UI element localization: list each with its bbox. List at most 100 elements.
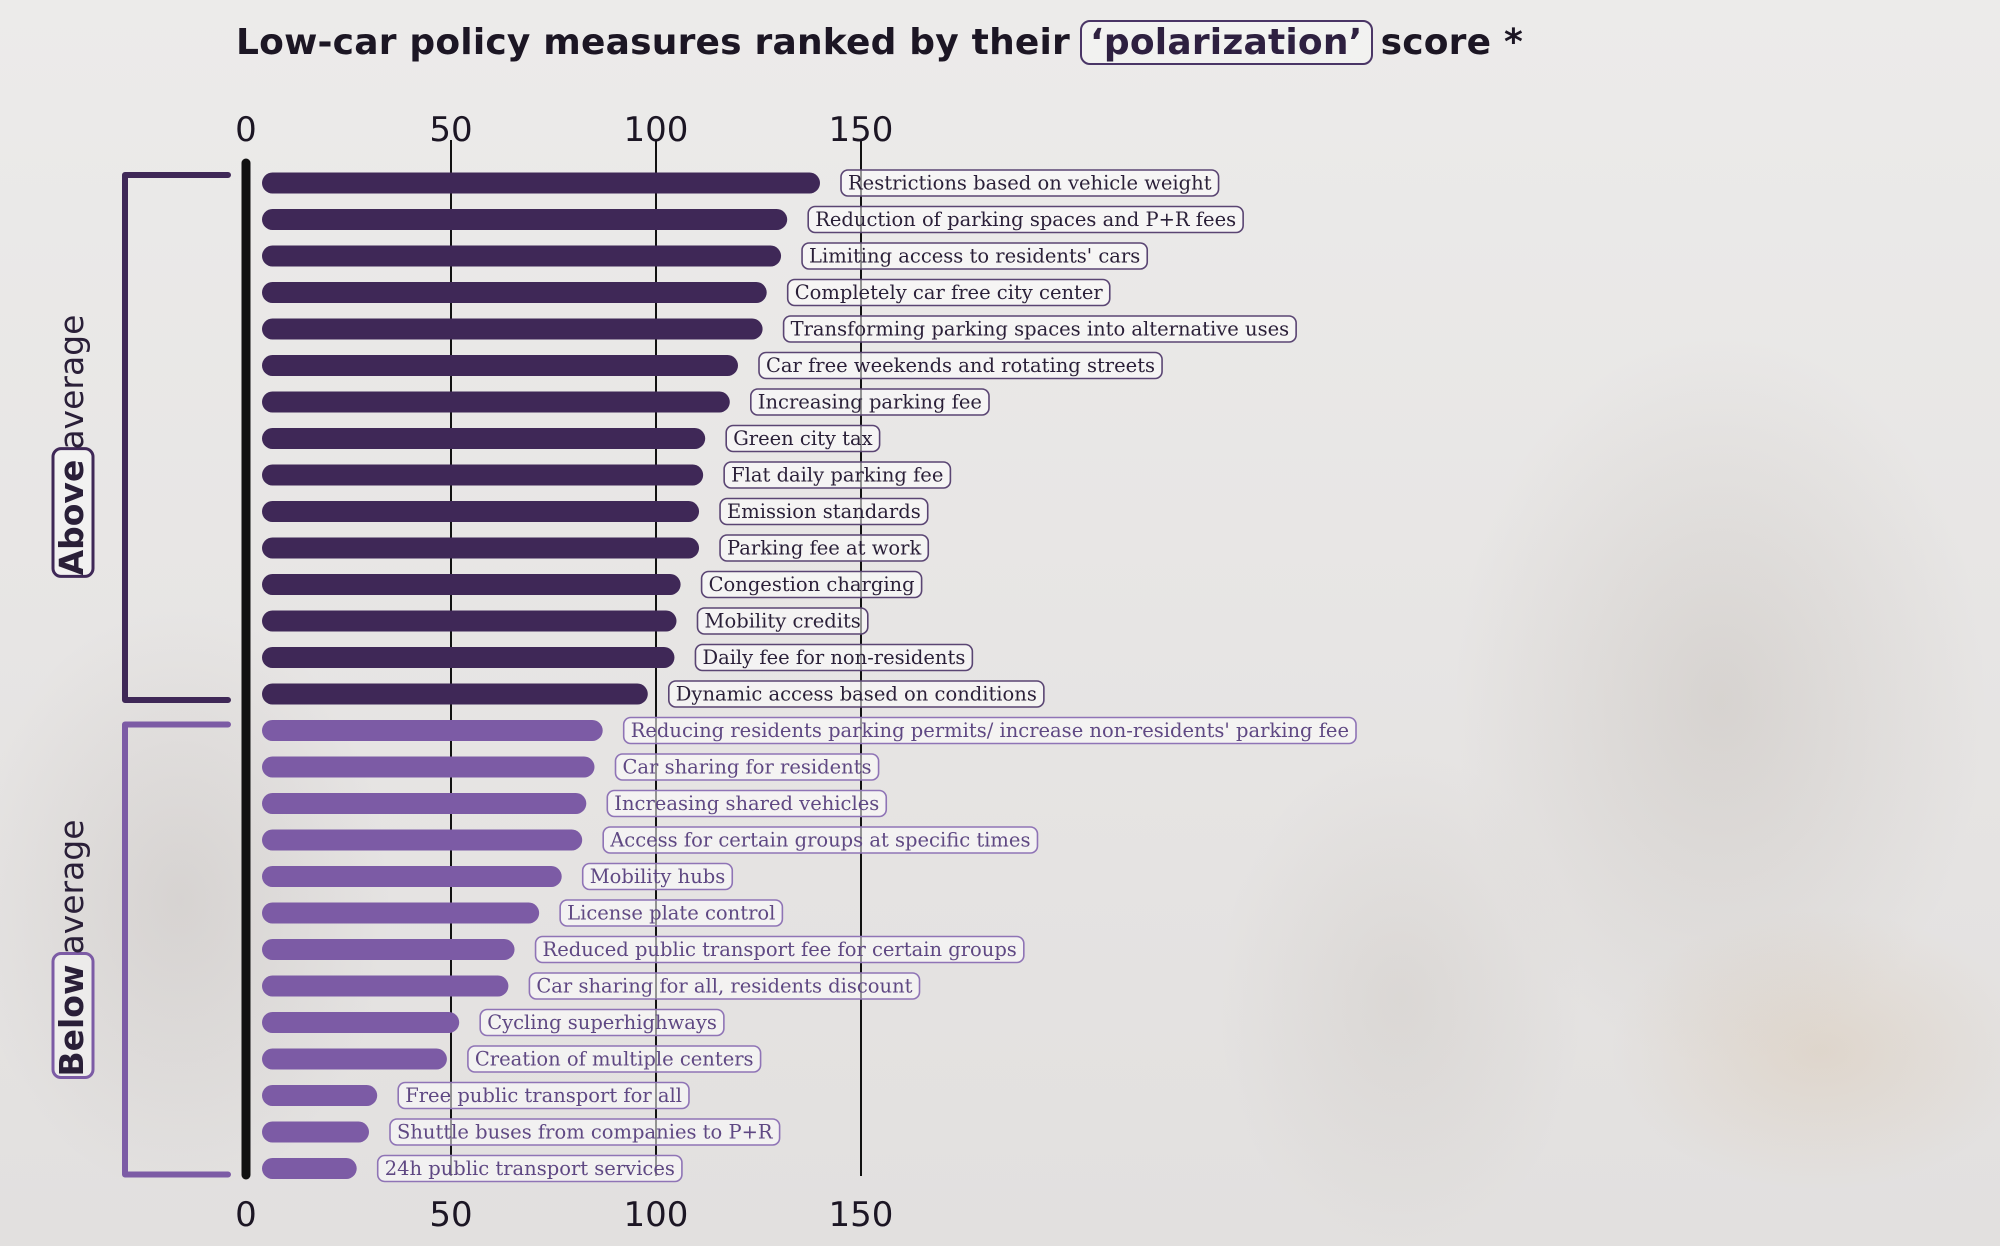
below-average-label-text: Belowaverage (52, 819, 91, 1076)
x-tick-bottom-50: 50 (429, 1195, 472, 1235)
bar-label-box-1 (840, 169, 1220, 197)
bar-label-box-24 (479, 1008, 725, 1037)
chart-title: Low-car policy measures ranked by their … (236, 14, 1523, 70)
x-tick-top-50: 50 (429, 110, 472, 150)
bar-label-14: Daily fee for non-residents (702, 646, 965, 669)
bar-3 (262, 245, 782, 267)
bar-label-28: 24h public transport services (385, 1157, 675, 1180)
bar-label-box-5 (782, 315, 1297, 343)
bar-24 (262, 1012, 460, 1033)
bar-labels: Restrictions based on vehicle weight Redu… (376, 169, 1357, 1183)
bar-label-box-2 (807, 205, 1244, 234)
bar-label-5: Transforming parking spaces into alterna… (791, 318, 1290, 341)
bar-label-box-28 (376, 1154, 683, 1183)
below-average-bracket (122, 721, 231, 1178)
bar-label-26: Free public transport for all (405, 1084, 682, 1107)
x-tick-bottom-0: 0 (235, 1195, 257, 1235)
bar-label-7: Increasing parking fee (758, 391, 982, 414)
bar-label-6: Car free weekends and rotating streets (766, 354, 1155, 377)
bar-12 (262, 574, 681, 595)
bar-label-12: Congestion charging (709, 573, 915, 596)
bar-label-box-25 (467, 1045, 762, 1073)
bar-label-box-8 (725, 424, 881, 453)
bar-label-box-23 (528, 972, 921, 1000)
below-average-label: Belowaverage (51, 819, 95, 1080)
bar-label-17: Car sharing for residents (623, 756, 872, 779)
bar-label-box-15 (667, 680, 1045, 708)
x-tick-bottom-150: 150 (829, 1195, 894, 1235)
title-text-end: score * (1380, 21, 1523, 63)
bar-label-20: Mobility hubs (590, 865, 726, 888)
bar-label-21: License plate control (567, 902, 775, 925)
bar-label-19: Access for certain groups at specific ti… (609, 829, 1030, 852)
bar-label-25: Creation of multiple centers (475, 1048, 754, 1071)
bar-19 (262, 829, 583, 851)
bar-label-box-21 (559, 899, 784, 927)
bar-label-box-18 (606, 789, 888, 818)
x-axis-bottom: 0 50 100 150 (235, 1195, 893, 1235)
bar-label-box-3 (801, 242, 1149, 270)
bar-16 (262, 720, 603, 741)
bar-28 (262, 1158, 357, 1179)
above-average-label-box (51, 447, 95, 578)
bar-label-box-22 (534, 935, 1025, 964)
bar-6 (262, 355, 738, 376)
bar-25 (262, 1048, 447, 1070)
bar-label-box-7 (749, 388, 990, 416)
bar-label-3: Limiting access to residents' cars (809, 245, 1140, 268)
title-text-start: Low-car policy measures ranked by their (236, 21, 1071, 63)
bar-7 (262, 391, 730, 413)
bar-5 (262, 318, 763, 340)
x-tick-top-150: 150 (829, 110, 894, 150)
bar-label-box-11 (719, 534, 930, 562)
bar-label-box-4 (786, 278, 1111, 307)
bar-label-22: Reduced public transport fee for certain… (543, 938, 1017, 961)
bar-label-box-6 (758, 351, 1163, 380)
bar-27 (262, 1121, 369, 1143)
bar-11 (262, 537, 700, 559)
bar-label-23: Car sharing for all, residents discount (536, 975, 912, 998)
bar-2 (262, 209, 788, 230)
bar-label-box-10 (719, 497, 929, 526)
bar-label-16: Reducing residents parking permits/ incr… (631, 719, 1349, 742)
bar-label-box-9 (723, 461, 952, 489)
bar-26 (262, 1085, 378, 1106)
bar-label-box-19 (602, 826, 1039, 854)
bar-label-2: Reduction of parking spaces and P+R fees (815, 208, 1236, 231)
above-average-bracket (122, 172, 231, 703)
bar-label-4: Completely car free city center (795, 281, 1104, 304)
bar-label-box-27 (389, 1118, 781, 1146)
above-average-label-text: Aboveaverage (52, 315, 91, 576)
bar-label-1: Restrictions based on vehicle weight (848, 172, 1212, 195)
bar-23 (262, 975, 509, 997)
bar-label-18: Increasing shared vehicles (614, 792, 879, 815)
bar-label-8: Green city tax (733, 427, 872, 450)
bar-18 (262, 793, 587, 814)
bar-label-10: Emission standards (727, 500, 921, 523)
x-tick-top-100: 100 (624, 110, 689, 150)
below-average-label-box (51, 952, 95, 1080)
bar-label-13: Mobility credits (705, 610, 861, 633)
bar-label-box-26 (397, 1081, 690, 1110)
bar-9 (262, 464, 704, 486)
bar-13 (262, 610, 677, 632)
bar-17 (262, 756, 595, 778)
bar-21 (262, 902, 540, 924)
bar-label-box-20 (581, 862, 734, 891)
title-highlight: ‘polarization’ (1080, 19, 1373, 65)
x-tick-bottom-100: 100 (624, 1195, 689, 1235)
bar-15 (262, 683, 648, 705)
bar-label-box-16 (622, 716, 1357, 745)
bar-label-box-13 (696, 607, 869, 635)
bar-label-27: Shuttle buses from companies to P+R (397, 1121, 774, 1144)
bar-4 (262, 282, 767, 303)
bar-14 (262, 647, 675, 668)
above-average-label: Aboveaverage (51, 315, 95, 578)
group-brackets: Aboveaverage Belowaverage (51, 172, 231, 1178)
bar-label-15: Dynamic access based on conditions (676, 683, 1037, 706)
bar-1 (262, 172, 820, 194)
bar-22 (262, 939, 515, 960)
bar-label-box-14 (694, 643, 974, 672)
bar-label-11: Parking fee at work (727, 537, 921, 560)
